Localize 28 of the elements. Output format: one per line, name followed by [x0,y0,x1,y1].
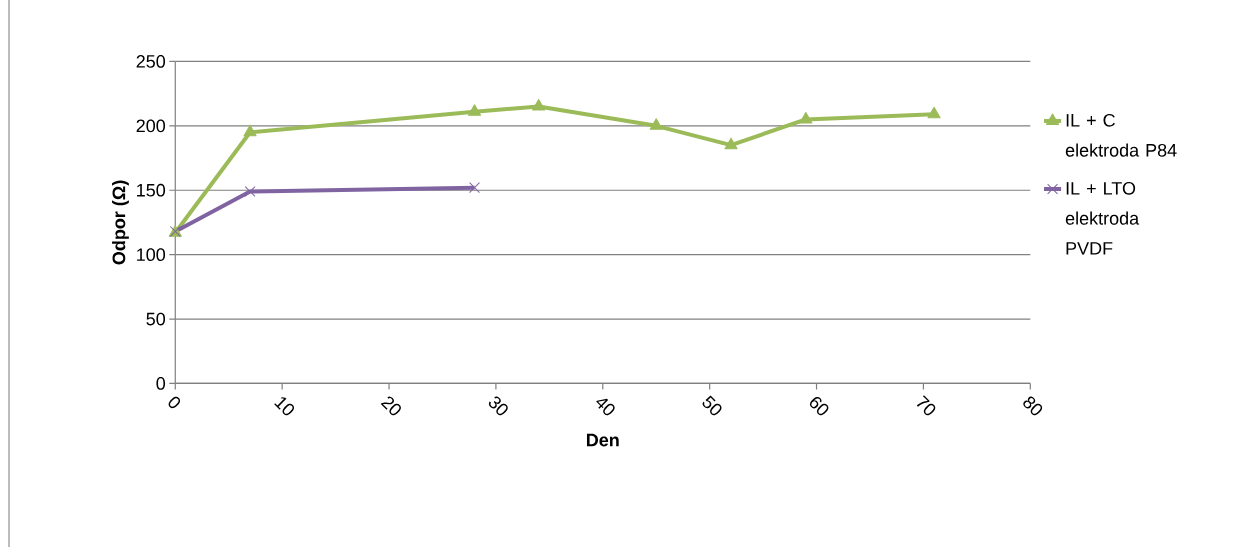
x-tick-label: 30 [488,396,508,416]
point [532,99,546,111]
x-axis-title: Den [586,433,619,447]
legend-label: IL + C elektroda P84 [1065,113,1177,157]
x-tick-label: 60 [809,397,829,416]
x-tick-label: 40 [596,398,615,416]
x-tick-label: 70 [916,395,936,416]
point [469,182,480,194]
point [244,186,256,197]
y-tick-label: 150 [137,183,166,197]
y-tick-label: 100 [137,248,166,261]
point [724,137,738,150]
x-tick-label: 80 [1023,396,1043,416]
point [927,106,941,119]
x-tick-label: 20 [380,396,401,416]
y-axis-title: Odpor (Ω) [112,180,129,265]
y-tick-label: 0 [156,377,166,390]
point [243,124,257,137]
x-tick-label: 0 [168,396,181,409]
y-tick-label: 250 [136,55,166,68]
x-tick-label: 50 [702,395,722,416]
point [799,111,813,124]
point [649,118,663,130]
legend-label: IL + LTO elektroda PVDF [1065,181,1140,255]
y-tick-label: 200 [136,119,166,133]
y-tick-label: 50 [146,312,166,326]
point [467,104,482,116]
x-tick-label: 10 [274,397,295,416]
